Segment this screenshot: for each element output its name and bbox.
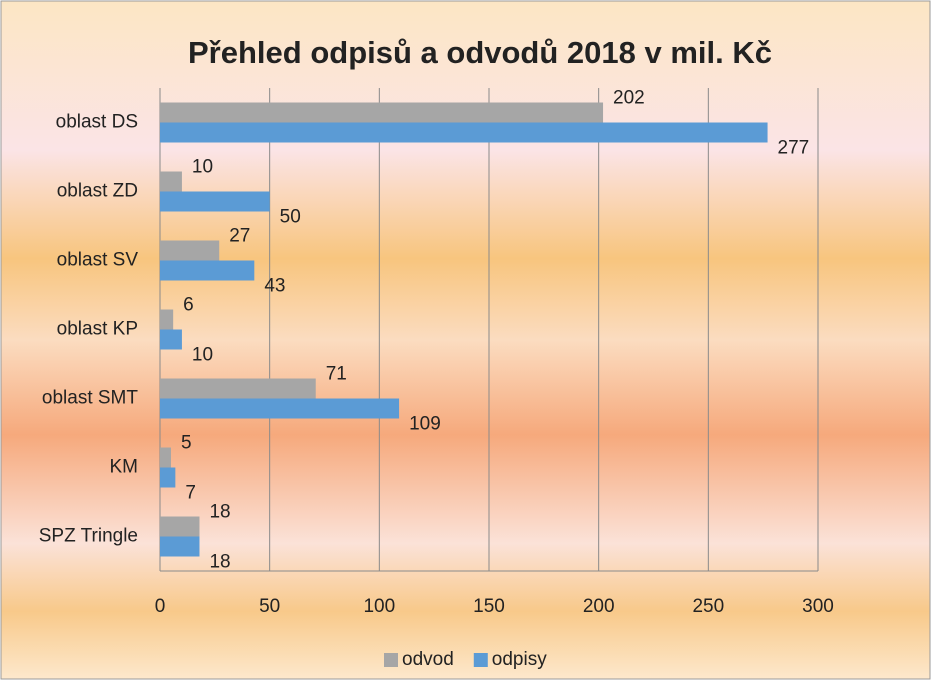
data-label: 10 [192, 345, 213, 366]
x-tick-label: 0 [155, 596, 166, 617]
bar [160, 467, 176, 488]
bar [160, 191, 270, 212]
bar [160, 516, 200, 537]
y-tick-label: oblast SMT [42, 388, 138, 409]
x-tick-label: 150 [473, 596, 505, 617]
x-tick-label: 100 [363, 596, 395, 617]
data-label: 109 [409, 414, 441, 435]
y-tick-label: KM [110, 457, 139, 478]
bar [160, 240, 220, 261]
x-tick-label: 250 [692, 596, 724, 617]
y-tick-label: SPZ Tringle [39, 526, 138, 547]
bar [160, 398, 400, 419]
data-label: 43 [264, 276, 285, 297]
bar [160, 536, 200, 557]
bar [160, 122, 768, 143]
data-label: 7 [185, 483, 196, 504]
data-label: 18 [209, 552, 230, 573]
bar [160, 447, 171, 468]
x-tick-label: 50 [259, 596, 280, 617]
data-label: 50 [280, 207, 301, 228]
bar [160, 102, 604, 123]
chart-title: Přehled odpisů a odvodů 2018 v mil. Kč [188, 35, 772, 70]
data-label: 18 [209, 502, 230, 523]
x-tick-label: 300 [802, 596, 834, 617]
data-label: 10 [192, 157, 213, 178]
y-tick-label: oblast DS [56, 112, 138, 133]
data-label: 27 [229, 226, 250, 247]
legend-swatch [384, 653, 398, 667]
y-tick-label: oblast ZD [57, 181, 138, 202]
bar [160, 171, 182, 192]
data-label: 277 [778, 138, 810, 159]
data-label: 6 [183, 295, 194, 316]
bar [160, 329, 182, 350]
data-label: 71 [326, 364, 347, 385]
data-label: 202 [613, 88, 645, 109]
y-tick-label: oblast KP [57, 319, 138, 340]
bar [160, 378, 316, 399]
bar [160, 260, 255, 281]
legend-swatch [473, 653, 488, 667]
x-tick-label: 200 [583, 596, 615, 617]
y-tick-label: oblast SV [57, 250, 139, 271]
data-label: 5 [181, 433, 192, 454]
bar [160, 309, 174, 330]
legend-label: odpisy [492, 649, 547, 670]
legend-label: odvod [402, 649, 454, 670]
